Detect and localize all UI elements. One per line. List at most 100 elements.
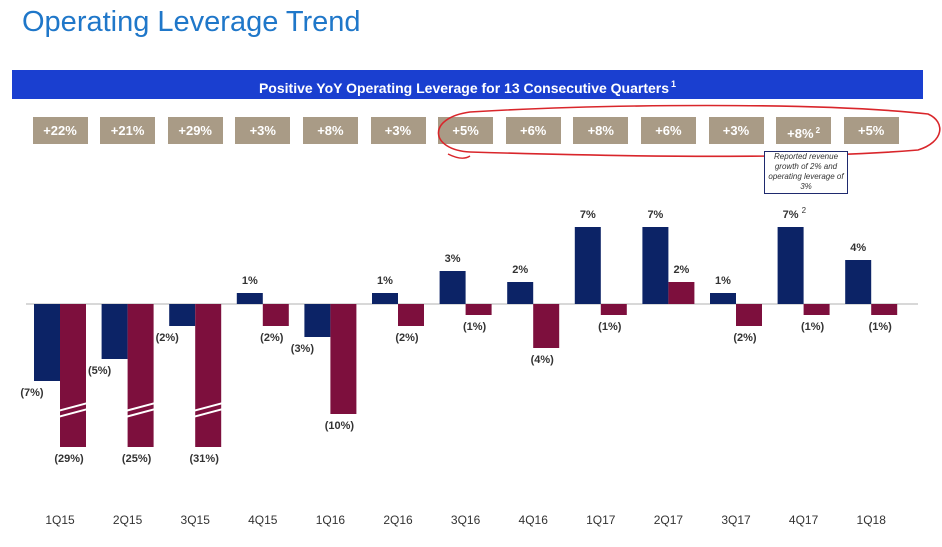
- leverage-box: +3%: [708, 117, 764, 144]
- bar-series-a: [777, 227, 804, 304]
- bar-series-a: [101, 304, 128, 359]
- leverage-box: +3%: [370, 117, 426, 144]
- category-label: 1Q15: [45, 513, 75, 527]
- data-label: 4%: [850, 242, 866, 254]
- axis-break-mark: [125, 401, 156, 412]
- category-label: 2Q15: [113, 513, 143, 527]
- axis-break-mark: [57, 401, 89, 412]
- leverage-box-label: +29%: [178, 123, 212, 138]
- data-label: 2%: [512, 264, 528, 276]
- leverage-box-label: +3%: [384, 123, 412, 138]
- data-label: (2%): [395, 332, 419, 344]
- data-label: (3%): [291, 343, 315, 355]
- bar-series-a: [710, 293, 736, 304]
- data-label: (1%): [869, 321, 893, 333]
- bar-series-a: [574, 227, 601, 304]
- bar-series-b: [195, 304, 222, 447]
- banner-footnote: 1: [671, 79, 677, 89]
- axis-break-mark: [57, 407, 89, 418]
- bar-series-a: [304, 304, 331, 337]
- bar-series-b: [736, 304, 762, 326]
- axis-break-mark: [192, 401, 224, 412]
- annotation-circle-tail: [447, 153, 471, 159]
- data-label: (2%): [260, 332, 284, 344]
- leverage-box-label: +3%: [249, 123, 276, 138]
- data-label: (7%): [20, 387, 44, 399]
- category-label: 2Q17: [654, 513, 684, 527]
- leverage-box: +8% 2: [776, 117, 832, 144]
- bar-series-a: [34, 304, 60, 381]
- leverage-box-label: +3%: [722, 123, 750, 138]
- data-label: (10%): [325, 420, 355, 432]
- leverage-box-footnote: 2: [815, 126, 821, 135]
- data-label: (1%): [598, 321, 622, 333]
- data-label: 7%: [783, 209, 799, 221]
- leverage-box-label: +5%: [857, 123, 885, 138]
- bar-series-a: [169, 304, 196, 326]
- category-label: 4Q16: [519, 513, 549, 527]
- leverage-box-label: +8%: [787, 126, 814, 141]
- bar-series-b: [803, 304, 830, 315]
- category-label: 1Q16: [316, 513, 346, 527]
- bar-series-b: [127, 304, 154, 447]
- axis-break-mark: [192, 407, 224, 418]
- bar-series-a: [845, 260, 872, 304]
- data-label-footnote: 2: [802, 206, 807, 215]
- data-label: 1%: [377, 275, 393, 287]
- category-label: 1Q17: [586, 513, 616, 527]
- category-label: 1Q18: [857, 513, 887, 527]
- page-title: Operating Leverage Trend: [22, 6, 361, 38]
- leverage-box-label: +6%: [655, 123, 682, 138]
- category-label: 4Q15: [248, 513, 278, 527]
- data-label: (4%): [531, 354, 555, 366]
- leverage-box: +21%: [100, 117, 156, 144]
- leverage-box-label: +6%: [519, 123, 547, 138]
- data-label: 3%: [445, 253, 461, 265]
- leverage-box: +5%: [438, 117, 494, 144]
- bar-series-b: [398, 304, 424, 326]
- bar-series-a: [507, 282, 534, 304]
- data-label: (5%): [88, 365, 112, 377]
- category-label: 3Q15: [181, 513, 211, 527]
- leverage-box: +8%: [302, 117, 358, 144]
- leverage-box: +22%: [32, 117, 88, 144]
- data-label: (1%): [801, 321, 825, 333]
- leverage-box-label: +21%: [110, 123, 145, 138]
- data-label: 1%: [242, 275, 258, 287]
- leverage-box: +29%: [167, 117, 223, 144]
- bar-series-b: [60, 304, 86, 447]
- banner: Positive YoY Operating Leverage for 13 C…: [12, 70, 923, 99]
- leverage-box: +5%: [843, 117, 899, 144]
- bar-series-a: [439, 271, 466, 304]
- data-label: 2%: [673, 264, 689, 276]
- data-label: (29%): [54, 453, 84, 465]
- leverage-box: +8%: [573, 117, 629, 144]
- data-label: (2%): [156, 332, 180, 344]
- annotation-circle: [437, 104, 941, 158]
- data-label: 7%: [647, 209, 663, 221]
- leverage-box-label: +22%: [43, 123, 77, 138]
- footnote-callout: Reported revenue growth of 2% and operat…: [764, 151, 848, 194]
- bar-series-a: [372, 293, 398, 304]
- bar-series-a: [642, 227, 669, 304]
- data-label: (2%): [733, 332, 757, 344]
- leverage-box: +6%: [505, 117, 561, 144]
- leverage-box-label: +8%: [317, 123, 344, 138]
- bar-series-b: [262, 304, 289, 326]
- category-label: 2Q16: [383, 513, 413, 527]
- bar-series-a: [236, 293, 263, 304]
- leverage-box-label: +5%: [452, 123, 479, 138]
- category-label: 4Q17: [789, 513, 819, 527]
- bar-series-b: [465, 304, 492, 315]
- data-label: (25%): [122, 453, 152, 465]
- category-label: 3Q17: [721, 513, 751, 527]
- data-label: 1%: [715, 275, 731, 287]
- bar-series-b: [330, 304, 357, 414]
- bar-series-b: [600, 304, 627, 315]
- data-label: 7%: [580, 209, 596, 221]
- bar-series-b: [668, 282, 695, 304]
- leverage-box: +6%: [640, 117, 696, 144]
- banner-text: Positive YoY Operating Leverage for 13 C…: [258, 80, 670, 96]
- leverage-box-label: +8%: [587, 123, 614, 138]
